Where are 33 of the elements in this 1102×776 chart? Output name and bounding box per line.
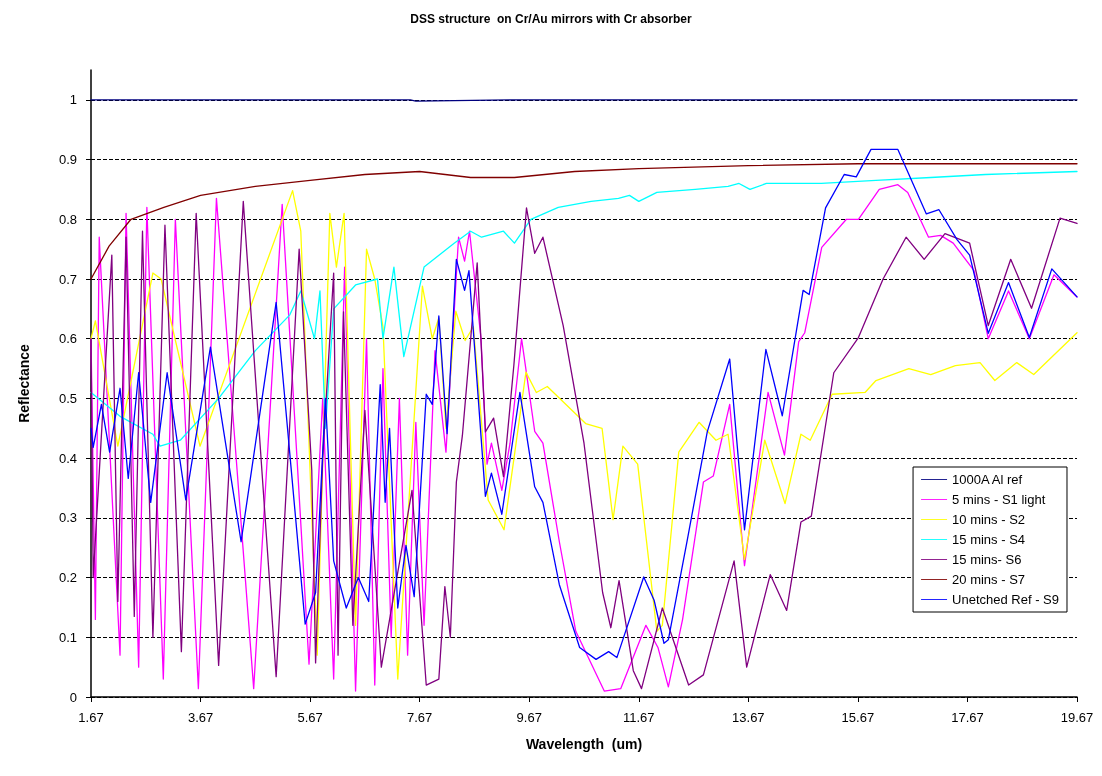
- y-tick-label: 0.3: [58, 510, 77, 526]
- legend-label: Unetched Ref - S9: [952, 592, 1060, 607]
- y-tick-label: 0.9: [58, 152, 77, 168]
- y-tick-label: 0.4: [58, 450, 77, 466]
- y-tick-label: 0.2: [58, 570, 77, 586]
- y-tick-label: 0.7: [58, 271, 77, 287]
- legend-label: 10 mins - S2: [952, 512, 1026, 527]
- x-tick-label: 13.67: [732, 710, 765, 725]
- x-tick-label: 7.67: [407, 710, 433, 725]
- chart-title: DSS structure on Cr/Au mirrors with Cr absorber: [410, 12, 693, 26]
- y-axis-title: Reflectance: [16, 343, 32, 423]
- x-tick-label: 9.67: [516, 710, 542, 725]
- x-tick-label: 11.67: [622, 710, 655, 725]
- x-tick-label: 19.67: [1060, 710, 1094, 725]
- x-tick-label: 17.67: [951, 710, 984, 725]
- x-tick-label: 5.67: [297, 710, 323, 725]
- y-tick-label: 1: [69, 92, 77, 108]
- legend-label: 5 mins - S1 light: [952, 492, 1046, 507]
- x-tick-label: 15.67: [841, 710, 875, 725]
- y-tick-label: 0.1: [58, 629, 77, 645]
- y-tick-label: 0.6: [58, 331, 77, 347]
- legend-label: 1000A Al ref: [952, 472, 1023, 487]
- legend-label: 20 mins - S7: [952, 572, 1026, 587]
- y-tick-label: 0: [69, 689, 77, 705]
- line-series: [90, 163, 1078, 280]
- x-axis-title: Wavelength (um): [525, 736, 643, 752]
- x-tick-label: 3.67: [187, 710, 214, 725]
- legend-label: 15 mins- S6: [952, 552, 1022, 567]
- line-series: [90, 170, 1078, 447]
- x-tick-label: 1.67: [78, 710, 104, 725]
- y-tick-label: 0.8: [58, 211, 77, 227]
- y-tick-label: 0.5: [58, 390, 77, 406]
- legend-label: 15 mins - S4: [952, 532, 1026, 547]
